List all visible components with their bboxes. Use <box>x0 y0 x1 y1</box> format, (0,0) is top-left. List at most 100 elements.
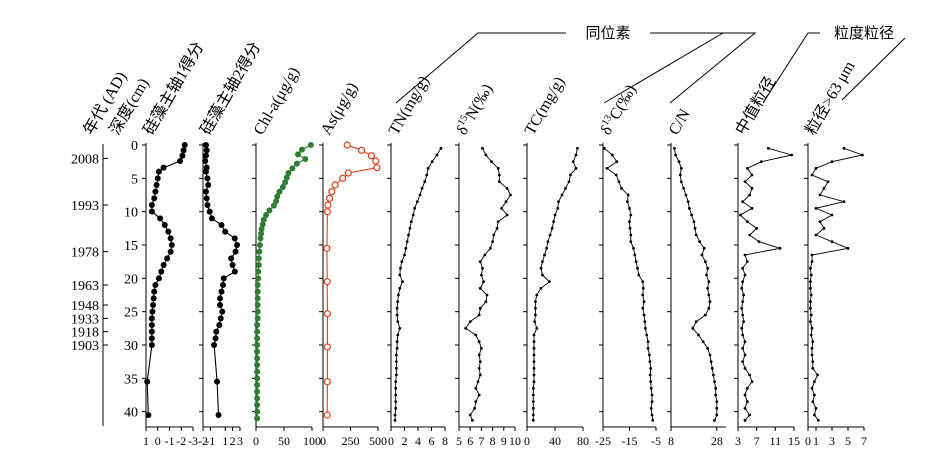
data-point <box>738 213 742 217</box>
year-tick-label: 1903 <box>71 339 99 354</box>
data-point <box>254 382 261 388</box>
data-point <box>152 188 159 195</box>
x-tick-label: 28 <box>711 434 723 448</box>
x-tick-label: -2 <box>176 434 186 448</box>
data-point <box>748 193 752 197</box>
data-point <box>649 386 653 390</box>
data-point <box>148 208 155 215</box>
series-line <box>809 147 865 421</box>
data-point <box>571 160 575 164</box>
data-point <box>148 202 155 208</box>
data-point <box>478 373 482 377</box>
depth-tick-label: 5 <box>131 172 138 187</box>
data-point <box>258 226 265 232</box>
data-point <box>394 393 398 397</box>
data-point <box>532 373 536 377</box>
data-point <box>218 222 225 228</box>
data-point <box>610 153 614 157</box>
data-point <box>426 166 430 170</box>
data-point <box>398 273 402 277</box>
series-line <box>394 148 442 421</box>
data-point <box>282 179 289 186</box>
data-point <box>488 246 492 250</box>
data-point <box>755 226 759 230</box>
data-point <box>254 302 261 308</box>
data-point <box>206 208 213 215</box>
series-line <box>532 148 578 421</box>
data-point <box>809 300 812 304</box>
x-tick-label: 6 <box>429 434 435 448</box>
data-point <box>145 412 152 418</box>
series-line <box>465 148 512 421</box>
data-point <box>215 412 222 418</box>
data-point <box>164 255 171 262</box>
data-point <box>285 170 292 176</box>
year-tick-label: 1993 <box>71 199 99 214</box>
data-point <box>403 253 406 257</box>
data-point <box>478 306 482 310</box>
data-point <box>393 413 397 417</box>
x-tick-label: 1 <box>222 434 228 448</box>
panel-as: 0 250 500 <box>319 141 387 448</box>
data-point <box>409 220 413 224</box>
depth-tick-label: 10 <box>124 206 138 221</box>
data-point <box>645 333 649 337</box>
data-point <box>415 200 419 204</box>
data-point <box>497 180 501 184</box>
data-point <box>425 173 429 177</box>
data-point <box>615 160 619 164</box>
data-point <box>395 353 398 357</box>
data-point <box>790 153 794 157</box>
x-tick-label: 7 <box>754 434 760 448</box>
data-point <box>167 248 174 255</box>
data-point <box>394 386 398 390</box>
data-point <box>254 295 261 302</box>
data-point <box>357 146 366 154</box>
data-point <box>748 233 752 237</box>
data-point <box>694 320 698 324</box>
data-point <box>686 200 690 204</box>
data-point <box>567 180 571 184</box>
data-point <box>641 306 645 310</box>
data-point <box>745 260 749 264</box>
data-point <box>149 308 156 315</box>
data-point <box>813 393 816 397</box>
data-point <box>214 378 221 385</box>
data-point <box>283 174 290 181</box>
data-point <box>161 222 168 228</box>
data-point <box>160 164 167 171</box>
data-point <box>157 215 164 222</box>
data-point <box>394 380 398 384</box>
data-point <box>393 418 397 422</box>
data-point <box>254 315 261 322</box>
data-point <box>560 193 564 197</box>
data-point <box>395 340 399 344</box>
data-point <box>651 418 655 422</box>
data-point <box>628 220 631 224</box>
data-point <box>714 393 718 397</box>
data-point <box>218 288 225 295</box>
data-point <box>641 293 645 297</box>
data-point <box>413 206 417 210</box>
series-line <box>739 147 792 421</box>
data-point <box>809 286 812 290</box>
data-point <box>160 262 167 268</box>
data-point <box>477 366 481 370</box>
data-point <box>811 360 815 364</box>
data-point <box>531 386 535 390</box>
data-point <box>810 253 814 257</box>
data-point <box>257 235 264 242</box>
data-point <box>628 206 631 210</box>
data-point <box>478 360 482 364</box>
x-tick-label: 0 <box>253 434 259 448</box>
data-point <box>745 220 749 224</box>
data-point <box>748 373 752 377</box>
data-point <box>715 413 719 417</box>
data-point <box>706 286 710 290</box>
data-point <box>398 326 402 330</box>
data-point <box>204 202 211 208</box>
data-point <box>254 348 261 355</box>
data-point <box>750 186 754 190</box>
data-point <box>254 402 261 408</box>
